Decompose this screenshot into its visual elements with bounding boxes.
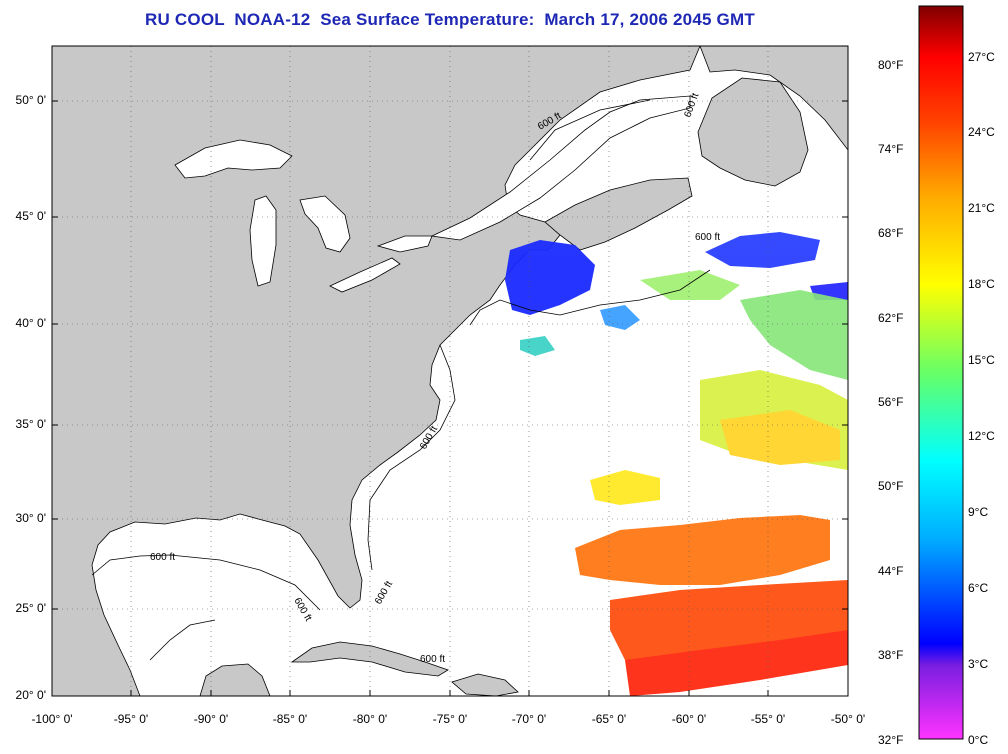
lake-huron xyxy=(299,195,351,253)
lon-label: -90° 0' xyxy=(193,712,229,726)
colorbar xyxy=(918,5,964,740)
land-newfoundland xyxy=(697,77,809,187)
lake-superior xyxy=(174,139,293,179)
colorbar-celsius-label: 3°C xyxy=(968,657,989,671)
lake-erie xyxy=(329,257,401,293)
colorbar-celsius-label: 0°C xyxy=(968,733,989,747)
sst-cold-gulf-of-maine xyxy=(505,232,848,356)
colorbar-celsius-label: 24°C xyxy=(968,125,995,139)
land-yucatan xyxy=(199,663,271,696)
lake-ontario xyxy=(376,235,433,253)
lon-label: -75° 0' xyxy=(432,712,468,726)
colorbar-celsius-label: 15°C xyxy=(968,353,995,367)
colorbar-fahrenheit-label: 62°F xyxy=(878,311,904,325)
colorbar-celsius-label: 27°C xyxy=(968,50,995,64)
lake-michigan xyxy=(249,195,277,287)
lon-label: -50° 0' xyxy=(830,712,866,726)
lon-label: -65° 0' xyxy=(591,712,627,726)
contour-label: 600 ft xyxy=(150,552,175,563)
land-labrador xyxy=(699,46,848,151)
lon-label: -70° 0' xyxy=(511,712,547,726)
colorbar-celsius-label: 21°C xyxy=(968,201,995,215)
contour-label: 600 ft xyxy=(695,232,720,243)
lon-label: -95° 0' xyxy=(113,712,149,726)
depth-contour-600ft xyxy=(91,99,711,661)
colorbar-fahrenheit-label: 80°F xyxy=(878,58,904,72)
colorbar-fahrenheit-label: 56°F xyxy=(878,395,904,409)
colorbar-celsius-label: 18°C xyxy=(968,277,995,291)
colorbar-fahrenheit-label: 38°F xyxy=(878,648,904,662)
lat-label: 30° 0' xyxy=(15,511,46,525)
colorbar-celsius-label: 6°C xyxy=(968,581,989,595)
colorbar-celsius-label: 12°C xyxy=(968,429,995,443)
colorbar-fahrenheit-label: 50°F xyxy=(878,479,904,493)
colorbar-fahrenheit-label: 44°F xyxy=(878,564,904,578)
lat-label: 20° 0' xyxy=(15,688,46,702)
lat-label: 40° 0' xyxy=(15,316,46,330)
lat-label: 50° 0' xyxy=(15,93,46,107)
lat-label: 25° 0' xyxy=(15,601,46,615)
lon-label: -60° 0' xyxy=(671,712,707,726)
lat-label: 45° 0' xyxy=(15,209,46,223)
lon-label: -80° 0' xyxy=(352,712,388,726)
lat-label: 35° 0' xyxy=(15,417,46,431)
st-lawrence-river xyxy=(430,95,691,241)
land-cuba xyxy=(290,641,449,677)
sst-mid-water xyxy=(590,270,848,505)
colorbar-fahrenheit-label: 32°F xyxy=(878,733,904,747)
axis-ticks xyxy=(52,100,848,696)
colorbar-fahrenheit-label: 74°F xyxy=(878,142,904,156)
lon-label: -85° 0' xyxy=(272,712,308,726)
lon-label: -100° 0' xyxy=(31,712,73,726)
contour-label: 600 ft xyxy=(420,654,445,665)
lon-label: -55° 0' xyxy=(750,712,786,726)
map-title: RU COOL NOAA-12 Sea Surface Temperature:… xyxy=(145,10,755,29)
land-hispaniola xyxy=(451,673,519,696)
colorbar-celsius-label: 9°C xyxy=(968,505,989,519)
colorbar-fahrenheit-label: 68°F xyxy=(878,226,904,240)
sst-warm-subtropics xyxy=(575,515,848,696)
